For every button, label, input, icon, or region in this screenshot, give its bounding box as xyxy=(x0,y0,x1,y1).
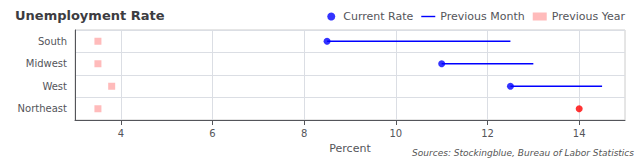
svg-text:West: West xyxy=(42,81,67,92)
svg-text:6: 6 xyxy=(209,128,215,139)
svg-text:South: South xyxy=(38,36,67,47)
svg-text:8: 8 xyxy=(301,128,307,139)
svg-text:Sources: Stockingblue, Bureau: Sources: Stockingblue, Bureau of Labor S… xyxy=(412,148,634,158)
svg-text:Unemployment Rate: Unemployment Rate xyxy=(15,8,165,23)
svg-text:Previous Month: Previous Month xyxy=(440,10,524,23)
svg-text:Current Rate: Current Rate xyxy=(343,10,413,23)
svg-text:10: 10 xyxy=(389,128,402,139)
svg-text:Previous Year: Previous Year xyxy=(552,10,626,23)
svg-text:Midwest: Midwest xyxy=(26,58,67,69)
svg-text:Percent: Percent xyxy=(329,142,371,155)
svg-text:Northeast: Northeast xyxy=(18,103,67,114)
svg-text:14: 14 xyxy=(573,128,586,139)
svg-text:12: 12 xyxy=(481,128,494,139)
svg-text:4: 4 xyxy=(118,128,124,139)
